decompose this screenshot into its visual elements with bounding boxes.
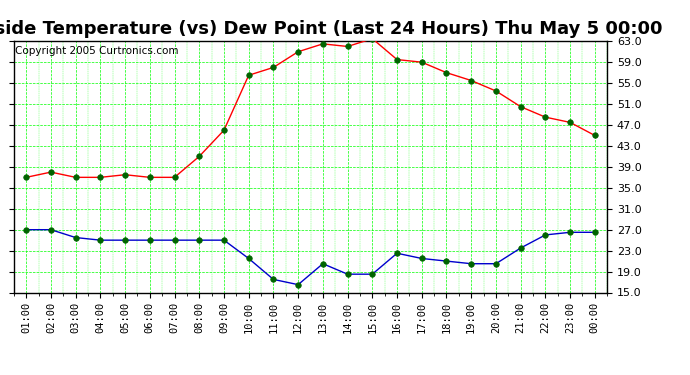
Title: Outside Temperature (vs) Dew Point (Last 24 Hours) Thu May 5 00:00: Outside Temperature (vs) Dew Point (Last… xyxy=(0,20,663,38)
Text: Copyright 2005 Curtronics.com: Copyright 2005 Curtronics.com xyxy=(15,46,179,56)
